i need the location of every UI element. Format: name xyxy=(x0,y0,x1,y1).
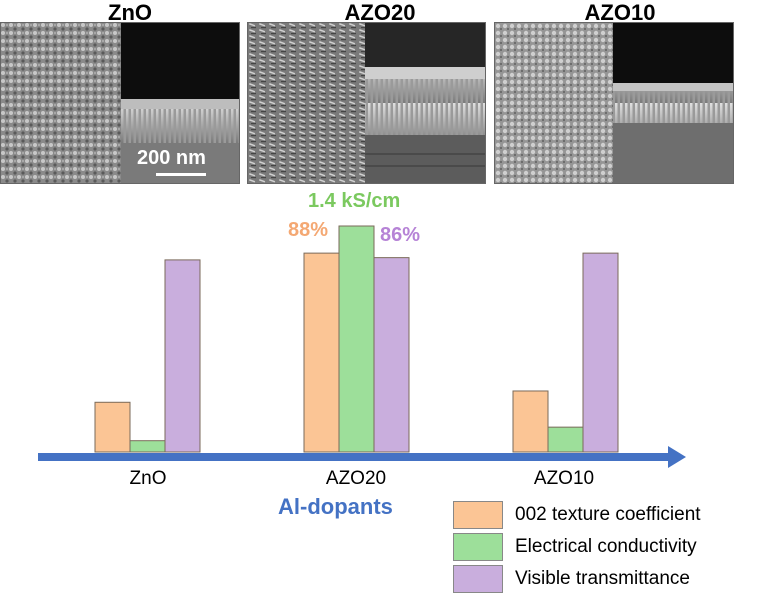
legend-swatch-transmittance xyxy=(453,565,503,593)
bar-transmittance-azo20 xyxy=(373,257,410,453)
bar-conductivity-zno xyxy=(129,440,166,453)
x-axis-label: Al-dopants xyxy=(278,494,393,519)
bar-texture-azo20 xyxy=(303,252,340,453)
legend-item-texture: 002 texture coefficient xyxy=(453,500,765,530)
scale-bar-label: 200 nm xyxy=(137,147,206,169)
panel-title-azo20: AZO20 xyxy=(344,0,416,25)
sem-image-zno: 200 nm xyxy=(0,22,240,184)
legend-label-transmittance: Visible transmittance xyxy=(515,568,690,589)
legend: 002 texture coefficient Electrical condu… xyxy=(453,500,765,596)
legend-swatch-texture xyxy=(453,501,503,529)
sem-image-azo10 xyxy=(494,22,734,184)
panel-title-zno: ZnO xyxy=(108,0,152,25)
legend-item-conductivity: Electrical conductivity xyxy=(453,532,765,562)
tick-label-azo20: AZO20 xyxy=(325,468,387,489)
bar-conductivity-azo10 xyxy=(547,426,584,453)
legend-label-conductivity: Electrical conductivity xyxy=(515,536,697,557)
sem-image-azo20 xyxy=(247,22,486,184)
legend-item-transmittance: Visible transmittance xyxy=(453,564,765,594)
bar-transmittance-azo10 xyxy=(582,252,619,453)
sem-image-azo10-graphic xyxy=(495,23,733,183)
tick-label-zno: ZnO xyxy=(129,468,167,489)
bar-conductivity-azo20 xyxy=(338,225,375,453)
panel-title-azo10: AZO10 xyxy=(584,0,656,25)
tick-label-azo10: AZO10 xyxy=(533,468,595,489)
annotation-texture: 88% xyxy=(288,219,329,241)
annotation-transmittance: 86% xyxy=(380,224,421,246)
scale-bar xyxy=(156,173,206,176)
legend-label-texture: 002 texture coefficient xyxy=(515,504,701,525)
bar-texture-zno xyxy=(94,401,131,453)
sem-image-azo20-graphic xyxy=(248,23,485,183)
legend-swatch-conductivity xyxy=(453,533,503,561)
bar-transmittance-zno xyxy=(164,259,201,453)
bar-texture-azo10 xyxy=(512,390,549,453)
x-axis-arrowhead xyxy=(668,446,686,468)
annotation-conductivity: 1.4 kS/cm xyxy=(308,190,401,212)
sem-image-zno-graphic xyxy=(1,23,239,183)
